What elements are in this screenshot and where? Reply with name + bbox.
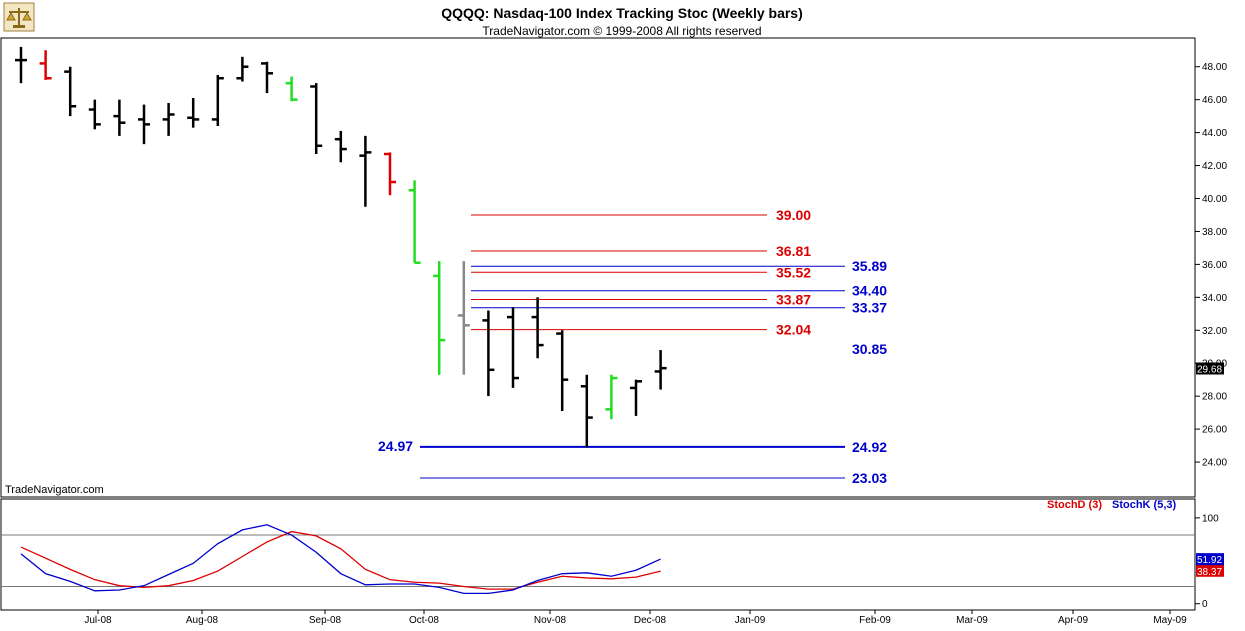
ohlc-bar	[236, 56, 249, 82]
price-axis-label: 36.00	[1202, 260, 1227, 271]
price-axis-label: 24.00	[1202, 458, 1227, 469]
ohlc-bar	[261, 61, 273, 94]
ohlc-bar	[433, 261, 446, 375]
stoch-axis-label: 0	[1202, 599, 1208, 610]
ohlc-bar	[605, 374, 618, 420]
stoch-last-label: 51.92	[1197, 555, 1222, 566]
level-label-39-00: 39.00	[776, 207, 811, 223]
price-panel	[0, 37, 1196, 498]
ohlc-bar	[113, 99, 126, 136]
stoch-k-line	[20, 524, 661, 595]
ohlc-bar	[359, 135, 372, 207]
price-axis-label: 42.00	[1202, 161, 1227, 172]
chart-title: QQQQ: Nasdaq-100 Index Tracking Stoc (We…	[441, 5, 803, 21]
ohlc-bar	[580, 374, 593, 448]
level-label-33-37: 33.37	[852, 300, 887, 316]
x-axis-label: May-09	[1153, 615, 1187, 626]
price-axis-label: 40.00	[1202, 194, 1227, 205]
last-price-badge	[1196, 362, 1224, 375]
ohlc-bar	[654, 350, 667, 390]
ohlc-bar	[64, 66, 77, 117]
price-axis-label: 44.00	[1202, 128, 1227, 139]
ohlc-bar	[531, 297, 544, 359]
last-price-label: 29.68	[1197, 364, 1222, 375]
x-axis-label: Oct-08	[409, 615, 439, 626]
x-axis-label: Apr-09	[1058, 615, 1088, 626]
ohlc-bar	[187, 98, 200, 128]
level-label-35-52: 35.52	[776, 264, 811, 280]
scales-logo-icon	[3, 2, 35, 32]
stoch-last-label: 38.37	[1197, 567, 1222, 578]
ohlc-bar	[39, 50, 52, 80]
ohlc-bar	[88, 99, 101, 130]
level-label-35-89: 35.89	[852, 258, 887, 274]
ohlc-bar	[310, 83, 323, 155]
stochastic-panel	[0, 498, 1196, 611]
price-axis-label: 34.00	[1202, 293, 1227, 304]
ohlc-bar	[408, 180, 421, 264]
ohlc-bar	[211, 74, 224, 127]
level-label-30-85: 30.85	[852, 341, 887, 357]
ohlc-bar	[138, 104, 150, 145]
level-label-23-03: 23.03	[852, 470, 887, 486]
x-axis-label: Jul-08	[84, 615, 112, 626]
ohlc-bar	[507, 307, 519, 388]
ohlc-bar	[334, 130, 347, 163]
x-axis-label: Dec-08	[634, 615, 667, 626]
x-axis-label: Feb-09	[859, 615, 891, 626]
level-label-36-81: 36.81	[776, 243, 811, 259]
x-axis-label: Mar-09	[956, 615, 988, 626]
stoch-d-line	[20, 530, 661, 590]
ohlc-bar	[285, 76, 298, 102]
watermark-text: TradeNavigator.com	[5, 484, 104, 496]
ohlc-bar	[162, 102, 175, 136]
stoch-d-legend: StochD (3)	[1047, 499, 1102, 511]
price-axis-label: 46.00	[1202, 95, 1227, 106]
ohlc-bar	[384, 152, 396, 196]
ohlc-bar	[15, 46, 27, 84]
x-axis-label: Nov-08	[534, 615, 567, 626]
x-axis-label: Aug-08	[186, 615, 219, 626]
copyright-text: TradeNavigator.com © 1999-2008 All right…	[482, 24, 761, 38]
price-axis-label: 26.00	[1202, 425, 1227, 436]
level-label-24-92: 24.92	[852, 439, 887, 455]
ohlc-bar	[630, 379, 642, 416]
level-label-32-04: 32.04	[776, 322, 811, 338]
stoch-axis-label: 100	[1202, 513, 1219, 524]
price-axis-label: 48.00	[1202, 62, 1227, 73]
ohlc-bar	[482, 310, 495, 397]
level-label-34-40: 34.40	[852, 283, 887, 299]
price-axis-label: 38.00	[1202, 227, 1227, 238]
ohlc-bar	[457, 261, 470, 375]
ohlc-bar	[556, 330, 569, 411]
price-axis-label: 28.00	[1202, 392, 1227, 403]
stoch-last-badge	[1196, 553, 1224, 566]
stoch-k-legend: StochK (5,3)	[1112, 499, 1177, 511]
x-axis-label: Jan-09	[735, 615, 766, 626]
low-annotation-label: 24.97	[378, 438, 413, 454]
level-label-33-87: 33.87	[776, 291, 811, 307]
x-axis-label: Sep-08	[309, 615, 342, 626]
price-axis-label: 32.00	[1202, 326, 1227, 337]
stoch-last-badge	[1196, 564, 1224, 577]
